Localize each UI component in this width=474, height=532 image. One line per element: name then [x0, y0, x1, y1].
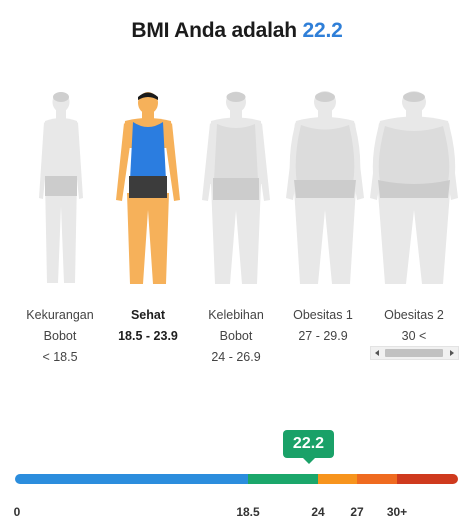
scale-tick: 24: [311, 505, 325, 519]
page-title: BMI Anda adalah 22.2: [0, 19, 474, 43]
scrollbar-thumb[interactable]: [385, 349, 443, 357]
category-label: Obesitas 2: [384, 308, 444, 322]
scale-segment-underweight: [15, 474, 248, 484]
scale-tick: 27: [350, 505, 364, 519]
bmi-scale-bar: [15, 474, 458, 484]
scale-segment-healthy: [248, 474, 318, 484]
category-obesity-1: Obesitas 1 27 - 29.9: [283, 305, 363, 347]
category-range: 30 <: [401, 329, 427, 343]
category-label: Bobot: [219, 329, 253, 343]
horizontal-scrollbar[interactable]: [370, 346, 459, 360]
category-obesity-2: Obesitas 2 30 <: [374, 305, 454, 347]
category-healthy: Sehat 18.5 - 23.9: [108, 305, 188, 347]
category-range: 18.5 - 23.9: [118, 329, 178, 343]
bmi-value: 22.2: [302, 19, 343, 42]
scroll-left-icon[interactable]: [375, 350, 379, 356]
category-underweight: Kekurangan Bobot < 18.5: [20, 305, 100, 368]
bmi-marker: 22.2: [283, 430, 334, 464]
category-range: 24 - 26.9: [211, 350, 261, 364]
category-overweight: Kelebihan Bobot 24 - 26.9: [196, 305, 276, 368]
scale-segment-obesity-2: [397, 474, 458, 484]
figure-overweight: [201, 88, 271, 288]
category-range: 27 - 29.9: [298, 329, 348, 343]
title-prefix: BMI Anda adalah: [131, 19, 297, 42]
scale-segment-obesity-1: [357, 474, 397, 484]
category-label: Obesitas 1: [293, 308, 353, 322]
figure-underweight: [36, 88, 86, 288]
category-label: Sehat: [130, 308, 166, 322]
scale-tick: 0: [13, 505, 21, 519]
scale-segment-overweight: [318, 474, 357, 484]
body-figures: [0, 88, 474, 288]
scale-tick: 30+: [386, 505, 408, 519]
figure-obesity-1: [284, 88, 366, 288]
category-label: Bobot: [43, 329, 77, 343]
scale-tick: 18.5: [236, 505, 260, 519]
figure-obesity-2: [368, 88, 460, 288]
scroll-right-icon[interactable]: [450, 350, 454, 356]
category-label: Kekurangan: [26, 308, 94, 322]
figure-healthy: [113, 88, 183, 288]
category-label: Kelebihan: [208, 308, 264, 322]
category-range: < 18.5: [42, 350, 78, 364]
